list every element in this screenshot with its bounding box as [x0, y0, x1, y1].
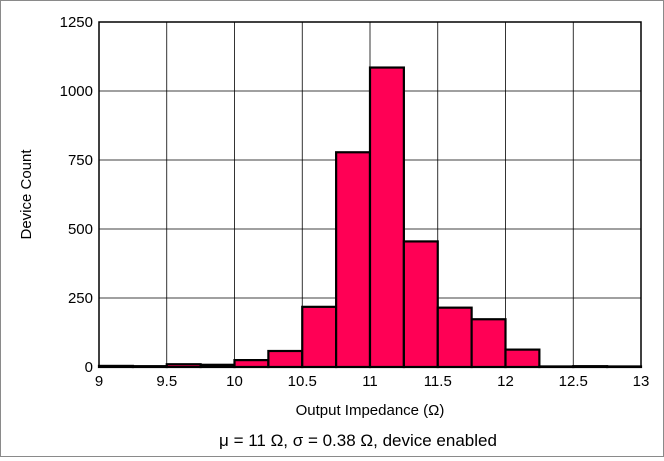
- x-tick-label: 12: [497, 373, 514, 390]
- histogram-bar: [335, 151, 372, 369]
- y-tick-labels: 0 250 500 750 1000 1250: [60, 14, 93, 376]
- histogram-bar: [402, 240, 439, 369]
- histogram-bar: [267, 349, 304, 369]
- histogram-bar: [504, 348, 541, 369]
- y-tick-label: 0: [85, 359, 93, 376]
- histogram-bar: [436, 306, 473, 369]
- histogram-bar: [233, 359, 270, 369]
- y-tick-label: 1250: [60, 14, 93, 31]
- y-tick-label: 500: [68, 221, 93, 238]
- x-tick-label: 9: [95, 373, 103, 390]
- x-tick-labels: 9 9.5 10 10.5 11 11.5 12 12.5 13: [95, 373, 650, 390]
- x-tick-label: 10: [226, 373, 243, 390]
- histogram-bar: [301, 305, 338, 369]
- x-tick-label: 11.5: [424, 373, 452, 390]
- x-tick-label: 9.5: [156, 373, 177, 390]
- histogram-bar: [368, 66, 405, 369]
- y-tick-label: 1000: [60, 83, 93, 100]
- y-tick-label: 750: [68, 152, 93, 169]
- x-tick-label: 10.5: [288, 373, 317, 390]
- histogram-bar: [470, 318, 507, 369]
- bars: [97, 66, 643, 369]
- x-tick-label: 11: [362, 373, 378, 390]
- x-tick-label: 12.5: [559, 373, 588, 390]
- chart-caption: μ = 11 Ω, σ = 0.38 Ω, device enabled: [219, 431, 497, 450]
- plot-area-border: [98, 21, 642, 368]
- y-tick-label: 250: [68, 290, 93, 307]
- x-tick-label: 13: [633, 373, 650, 390]
- y-axis-title: Device Count: [18, 149, 35, 240]
- x-axis-title: Output Impedance (Ω): [296, 402, 445, 419]
